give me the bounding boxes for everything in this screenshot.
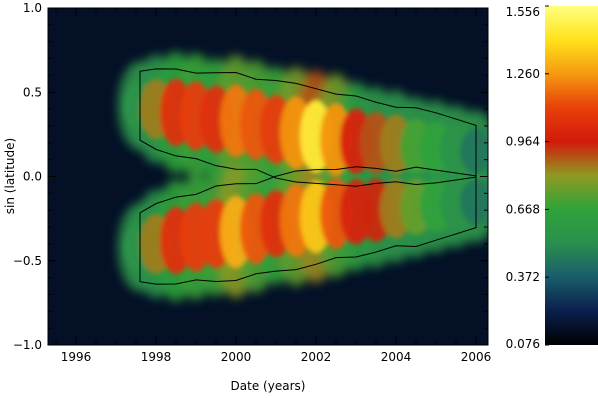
y-tick-label: −0.5: [13, 254, 42, 268]
colorbar-tick-label: 1.556: [506, 5, 540, 19]
x-tick-label: 2004: [381, 350, 412, 364]
y-axis-title: sin (latitude): [3, 138, 17, 214]
colorbar-tick-label: 0.076: [506, 337, 540, 351]
colorbar-labels: 0.076 0.372 0.668 0.964 1.260 1.556: [506, 5, 549, 351]
colorbar-tick-label: 0.372: [506, 270, 540, 284]
y-axis: −1.0 −0.5 0.0 0.5 1.0: [13, 1, 488, 352]
heat-cell-core: [460, 128, 488, 174]
x-tick-label: 2002: [301, 350, 332, 364]
colorbar-tick-label: 1.260: [506, 67, 540, 81]
contour-lines: [139, 68, 477, 285]
heat-band-core-0: [124, 78, 488, 176]
y-tick-label: 1.0: [23, 1, 42, 15]
x-tick-label: 1998: [141, 350, 172, 364]
colorbar-tick-label: 0.668: [506, 202, 540, 216]
colorbar: [545, 6, 598, 345]
x-tick-label: 1996: [61, 350, 92, 364]
y-tick-label: 0.0: [23, 170, 42, 184]
x-tick-label: 2006: [461, 350, 492, 364]
heat-core: [124, 78, 488, 275]
heat-cell-core: [460, 179, 488, 225]
heat-band-core-1: [124, 178, 488, 275]
y-tick-label: −1.0: [13, 338, 42, 352]
x-axis: 1996 1998 2000 2002 2004 2006: [55, 8, 492, 364]
x-tick-label: 2000: [221, 350, 252, 364]
y-tick-label: 0.5: [23, 85, 42, 99]
x-axis-title: Date (years): [231, 379, 306, 393]
contour-outline-1: [139, 166, 477, 285]
colorbar-tick-label: 0.964: [506, 135, 540, 149]
